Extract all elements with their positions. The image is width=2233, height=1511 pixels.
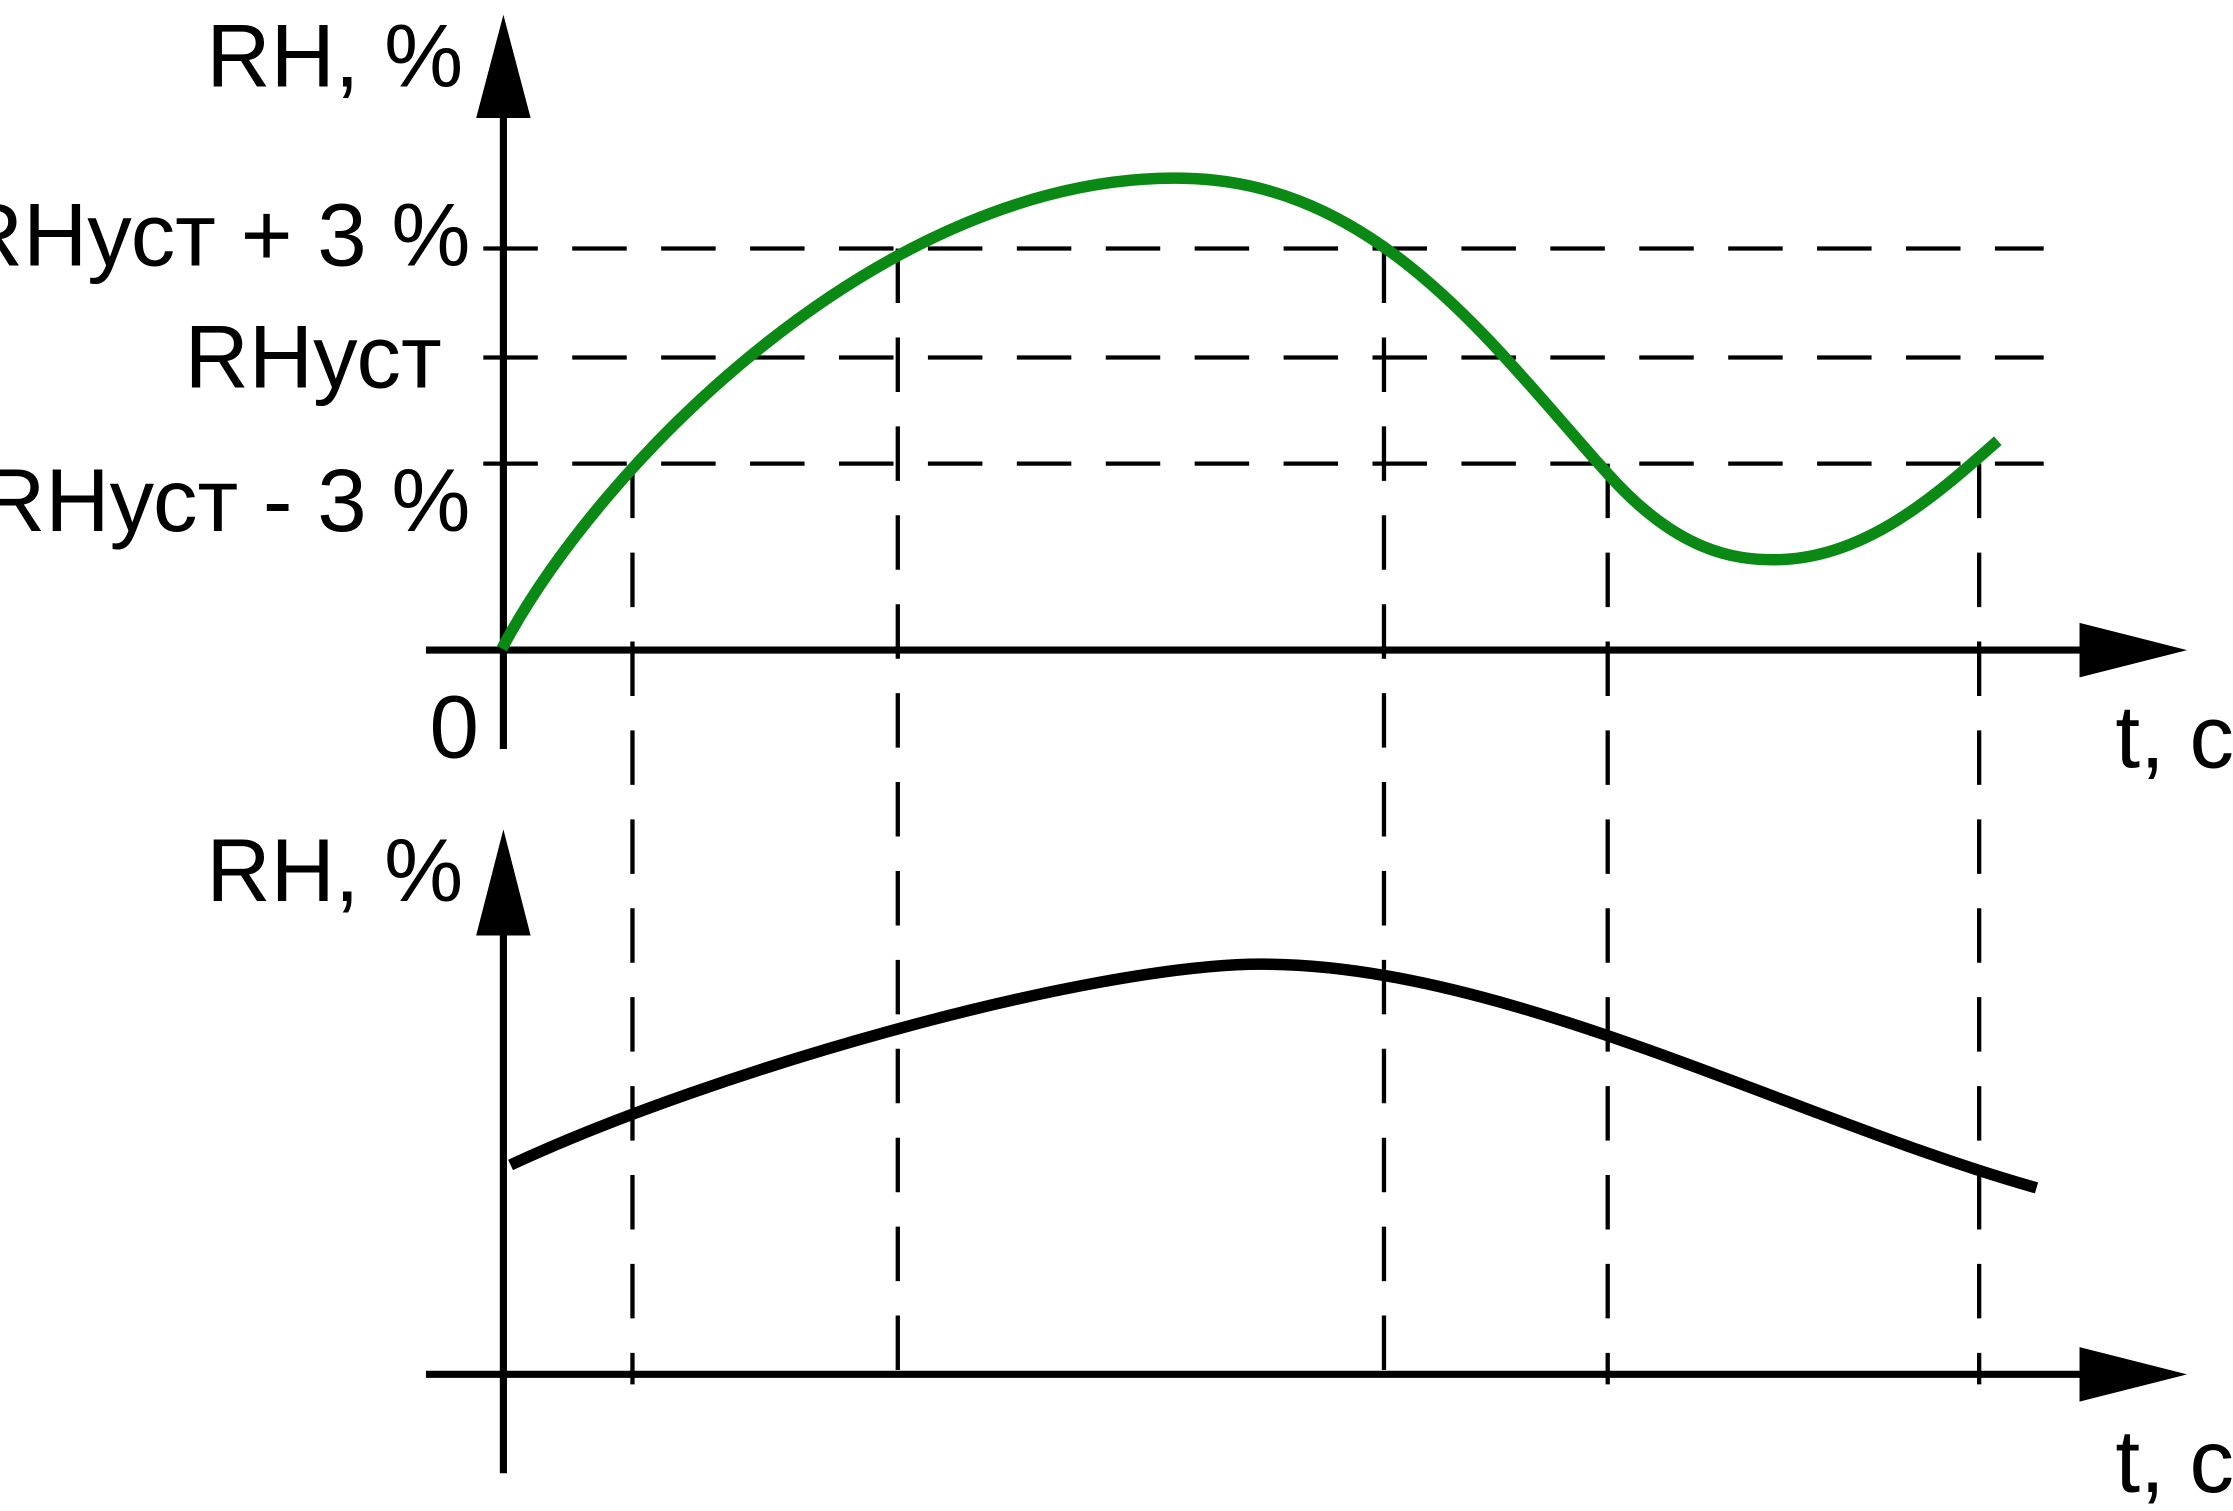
humidity-curve [496,172,2002,652]
x-axis-label: t, с [2115,688,2233,787]
y-axis-label: RH, % [206,821,463,920]
axis-arrow [476,14,531,119]
axis-arrow [2079,1347,2188,1402]
level-label: RHуст + 3 % [0,186,470,285]
axis-arrow [476,829,531,936]
x-axis-label: t, с [2115,1412,2233,1511]
axis-arrow [2079,622,2188,678]
y-axis-label: RH, % [206,6,463,105]
origin-label: 0 [430,678,479,777]
level-label: RHуст [185,308,442,407]
level-label: RHуст - 3 % [0,451,470,550]
response-curve [508,958,2039,1194]
